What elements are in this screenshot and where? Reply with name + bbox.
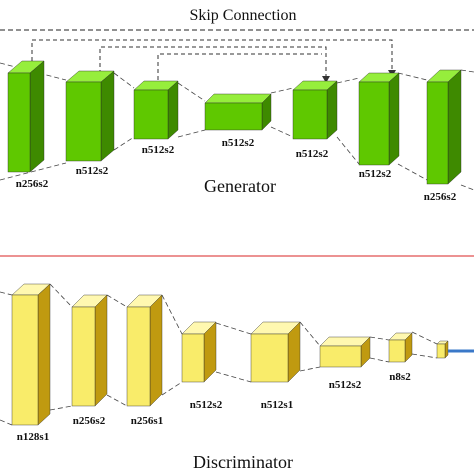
generator-block — [65, 70, 115, 162]
skip-connections — [31, 39, 393, 80]
discriminator-block — [71, 294, 108, 407]
generator-block — [204, 93, 272, 131]
generator-block-label: n512s2 — [296, 148, 329, 160]
discriminator-block-label: n128s1 — [17, 431, 49, 443]
generator-block — [426, 69, 462, 185]
generator-block-label: n256s2 — [424, 191, 457, 203]
generator-block — [358, 72, 400, 166]
generator-connectors — [0, 62, 474, 191]
generator-block-label: n512s2 — [222, 137, 255, 149]
skip-connection-inner — [157, 53, 322, 80]
generator-caption: Generator — [204, 176, 276, 196]
discriminator-section: n128s1 n256s2 n256s1 n512s2 n512s1 n512s… — [0, 283, 474, 472]
discriminator-caption: Discriminator — [193, 452, 293, 472]
generator-block-label: n512s2 — [359, 168, 392, 180]
generator-block — [133, 80, 179, 140]
discriminator-block — [11, 283, 51, 426]
arrowhead-icon — [322, 76, 330, 83]
generator-block-label: n256s2 — [16, 178, 49, 190]
skip-connection-outer — [31, 39, 393, 70]
generator-block-label: n512s2 — [76, 165, 109, 177]
discriminator-block — [436, 340, 449, 359]
discriminator-block-label: n8s2 — [389, 371, 411, 383]
generator-section: Skip Connection — [0, 7, 474, 203]
discriminator-connectors — [0, 283, 438, 426]
skip-connection-middle — [99, 46, 327, 76]
skip-connection-title: Skip Connection — [189, 7, 296, 24]
discriminator-block — [388, 332, 413, 363]
discriminator-block — [126, 294, 163, 407]
discriminator-block-label: n256s1 — [131, 415, 163, 427]
discriminator-block — [250, 321, 301, 383]
discriminator-block-label: n256s2 — [73, 415, 106, 427]
generator-block — [7, 60, 45, 173]
generator-block — [292, 80, 338, 140]
discriminator-block — [319, 336, 371, 368]
discriminator-block-label: n512s2 — [190, 399, 223, 411]
discriminator-block-label: n512s2 — [329, 379, 362, 391]
generator-block-label: n512s2 — [142, 144, 175, 156]
discriminator-block-label: n512s1 — [261, 399, 293, 411]
discriminator-block — [181, 321, 217, 383]
